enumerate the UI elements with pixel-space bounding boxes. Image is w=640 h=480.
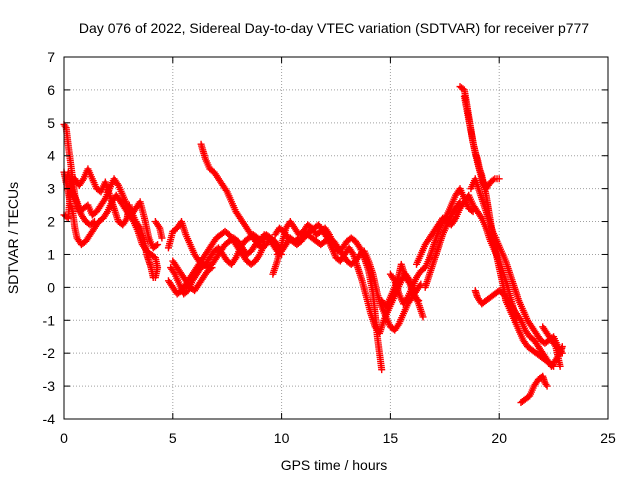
data-point [543, 382, 551, 390]
y-tick-label: 4 [47, 148, 55, 164]
data-point [152, 242, 160, 250]
data-point [154, 241, 162, 249]
data-point [89, 219, 97, 227]
data-point [208, 264, 216, 272]
data-point [207, 265, 215, 273]
data-point [151, 273, 159, 281]
plot-frame [63, 56, 609, 420]
y-tick-label: 3 [47, 181, 55, 197]
axis-ticks: 0 5 10 15 20 25 -4 -3 -2 -1 0 1 2 3 4 5 6 7 [43, 49, 616, 446]
chart-title: Day 076 of 2022, Sidereal Day-to-day VTE… [79, 20, 589, 36]
y-tick-label: 0 [47, 279, 55, 295]
data-point [378, 366, 386, 374]
data-point [419, 313, 427, 321]
data-point [90, 218, 98, 226]
y-axis-label: SDTVAR / TECUs [5, 182, 21, 294]
data-point [558, 343, 566, 351]
data-point [61, 122, 69, 130]
data-point [260, 241, 268, 249]
x-tick-label: 15 [383, 430, 399, 446]
y-tick-label: -1 [43, 312, 56, 328]
data-point [489, 176, 497, 184]
y-tick-label: 1 [47, 246, 55, 262]
data-point [413, 295, 421, 303]
y-tick-label: 5 [47, 115, 55, 131]
x-tick-label: 25 [600, 430, 616, 446]
data-point [271, 241, 279, 249]
x-tick-label: 5 [169, 430, 177, 446]
data-point [158, 234, 166, 242]
x-tick-label: 0 [60, 430, 68, 446]
x-tick-label: 20 [491, 430, 507, 446]
x-axis-label: GPS time / hours [281, 457, 388, 473]
y-tick-label: -3 [43, 378, 56, 394]
data-point [294, 235, 302, 243]
y-tick-label: 2 [47, 214, 55, 230]
x-tick-label: 10 [274, 430, 290, 446]
y-tick-label: -4 [43, 411, 56, 427]
y-tick-label: 7 [47, 49, 55, 65]
data-points [60, 83, 566, 407]
y-tick-label: 6 [47, 82, 55, 98]
data-point [556, 362, 564, 370]
y-tick-label: -2 [43, 345, 56, 361]
data-point [456, 198, 464, 206]
data-point [415, 297, 423, 305]
data-point [495, 175, 503, 183]
